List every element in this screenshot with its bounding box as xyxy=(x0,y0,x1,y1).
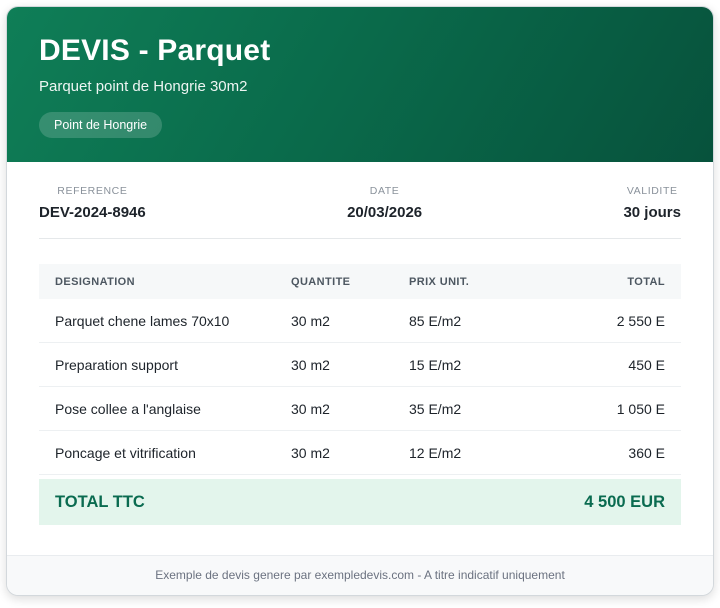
quote-meta: REFERENCE DEV-2024-8946 DATE 20/03/2026 … xyxy=(39,162,681,239)
total-value: 4 500 EUR xyxy=(584,492,665,511)
pattern-badge: Point de Hongrie xyxy=(39,112,163,138)
total-label: TOTAL TTC xyxy=(55,492,145,511)
cell-prix-unit: 15 E/m2 xyxy=(409,356,462,373)
cell-prix-unit: 12 E/m2 xyxy=(409,444,462,461)
cell-total: 1 050 E xyxy=(616,400,665,417)
cell-total: 360 E xyxy=(628,444,665,461)
cell-prix-unit: 85 E/m2 xyxy=(409,312,462,329)
cell-total: 2 550 E xyxy=(616,312,665,329)
cell-designation: Preparation support xyxy=(55,356,178,373)
meta-validity-label: VALIDITE xyxy=(626,185,678,197)
total-row: TOTAL TTC 4 500 EUR xyxy=(39,479,681,525)
meta-validity-value: 30 jours xyxy=(623,204,681,221)
cell-designation: Parquet chene lames 70x10 xyxy=(55,312,230,329)
page-title: DEVIS - Parquet xyxy=(39,34,271,67)
cell-designation: Poncage et vitrification xyxy=(55,444,196,461)
table-row: Poncage et vitrification 30 m2 12 E/m2 3… xyxy=(39,431,681,475)
cell-quantite: 30 m2 xyxy=(291,400,330,417)
footer-disclaimer: Exemple de devis genere par exempledevis… xyxy=(7,555,713,595)
meta-date-label: DATE xyxy=(369,185,400,197)
cell-quantite: 30 m2 xyxy=(291,312,330,329)
quote-card: DEVIS - Parquet Parquet point de Hongrie… xyxy=(6,6,714,596)
meta-reference-label: REFERENCE xyxy=(57,185,128,197)
cell-total: 450 E xyxy=(628,356,665,373)
column-header-designation: DESIGNATION xyxy=(55,275,135,288)
column-header-quantite: QUANTITE xyxy=(291,275,351,288)
column-header-prix-unit: PRIX UNIT. xyxy=(409,275,470,288)
table-row: Preparation support 30 m2 15 E/m2 450 E xyxy=(39,343,681,387)
page-subtitle: Parquet point de Hongrie 30m2 xyxy=(39,78,248,95)
quote-header: DEVIS - Parquet Parquet point de Hongrie… xyxy=(7,7,713,162)
table-row: Parquet chene lames 70x10 30 m2 85 E/m2 … xyxy=(39,299,681,343)
cell-quantite: 30 m2 xyxy=(291,444,330,461)
meta-reference: REFERENCE DEV-2024-8946 xyxy=(39,185,146,221)
cell-prix-unit: 35 E/m2 xyxy=(409,400,462,417)
cell-quantite: 30 m2 xyxy=(291,356,330,373)
line-items-table: DESIGNATION QUANTITE PRIX UNIT. TOTAL Pa… xyxy=(39,264,681,475)
meta-date: DATE 20/03/2026 xyxy=(347,185,422,221)
meta-reference-value: DEV-2024-8946 xyxy=(39,204,146,221)
column-header-total: TOTAL xyxy=(627,275,665,288)
cell-designation: Pose collee a l'anglaise xyxy=(55,400,201,417)
table-row: Pose collee a l'anglaise 30 m2 35 E/m2 1… xyxy=(39,387,681,431)
meta-validity: VALIDITE 30 jours xyxy=(623,185,681,221)
table-header-row: DESIGNATION QUANTITE PRIX UNIT. TOTAL xyxy=(39,264,681,299)
meta-date-value: 20/03/2026 xyxy=(347,204,423,221)
